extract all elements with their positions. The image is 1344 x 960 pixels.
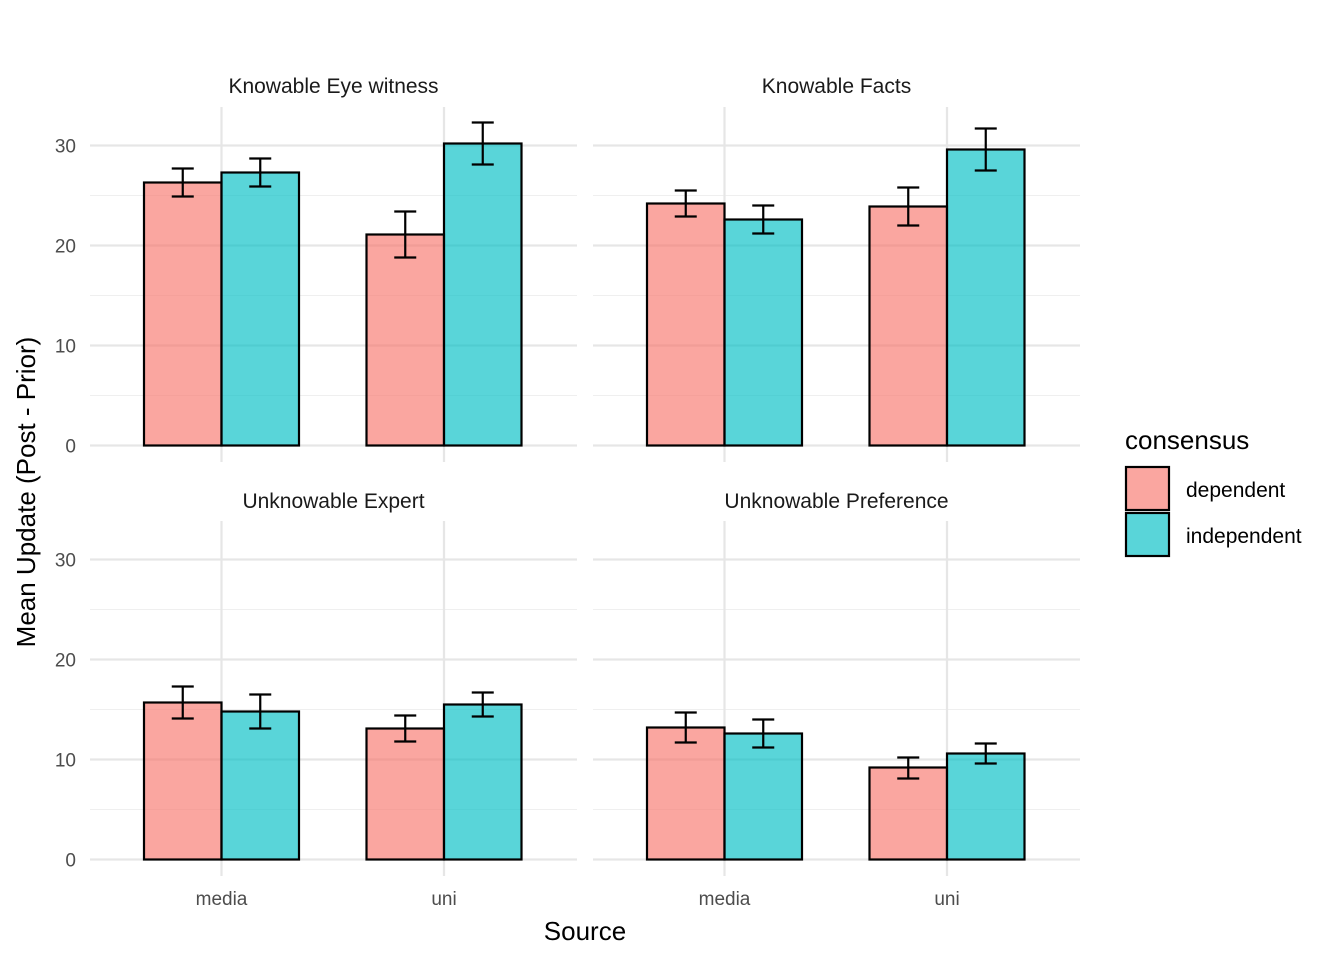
legend-key-dependent xyxy=(1124,465,1171,512)
bar-independent xyxy=(442,142,523,447)
bar-independent xyxy=(220,710,301,861)
legend-key-independent xyxy=(1124,511,1171,558)
x-axis-title: Source xyxy=(544,916,626,946)
error-bar xyxy=(974,742,997,765)
bar-dependent xyxy=(365,233,446,447)
facet-panel: Unknowable Preference media uni xyxy=(593,490,1080,910)
error-bar xyxy=(394,210,417,259)
legend: consensus dependent independent xyxy=(1124,425,1302,558)
error-bar xyxy=(674,189,697,218)
facet-title: Unknowable Expert xyxy=(242,490,424,513)
facet-title: Knowable Eye witness xyxy=(228,75,438,98)
y-tick-label: 30 xyxy=(55,137,76,158)
y-tick-label: 0 xyxy=(65,851,76,872)
bar-independent xyxy=(442,703,523,861)
facet-title: Knowable Facts xyxy=(762,75,911,98)
x-tick-label: uni xyxy=(934,889,959,910)
error-bar xyxy=(974,127,997,172)
bar-dependent xyxy=(142,701,223,861)
facet-panel: Unknowable Expert 0 10 20 30 media uni xyxy=(55,490,577,910)
y-tick-label: 30 xyxy=(55,551,76,572)
legend-label-dependent: dependent xyxy=(1186,479,1285,502)
legend-title: consensus xyxy=(1125,425,1249,455)
error-bar xyxy=(752,204,775,235)
bar-dependent xyxy=(142,181,223,447)
legend-label-independent: independent xyxy=(1186,525,1302,548)
bar-dependent xyxy=(645,202,726,447)
x-tick-label: media xyxy=(699,889,751,910)
facet-panel: Knowable Eye witness 0 10 20 30 xyxy=(55,75,577,462)
bar-dependent xyxy=(365,727,446,861)
facet-title: Unknowable Preference xyxy=(724,490,948,513)
bar-independent xyxy=(723,218,804,447)
error-bar xyxy=(249,693,272,730)
bar-independent xyxy=(945,752,1026,861)
y-tick-label: 20 xyxy=(55,237,76,258)
bar-dependent xyxy=(645,726,726,861)
bar-independent xyxy=(723,732,804,861)
x-tick-label: uni xyxy=(431,889,456,910)
facet-panels: Knowable Eye witness 0 10 20 30 Knowable Fact… xyxy=(55,75,1080,910)
error-bar xyxy=(471,121,494,166)
x-tick-label: media xyxy=(196,889,248,910)
y-tick-label: 10 xyxy=(55,751,76,772)
error-bar xyxy=(897,756,920,780)
error-bar xyxy=(471,691,494,718)
bar-independent xyxy=(220,171,301,447)
error-bar xyxy=(674,711,697,744)
y-tick-label: 10 xyxy=(55,337,76,358)
error-bar xyxy=(171,685,194,720)
bar-dependent xyxy=(868,766,949,861)
bar-independent xyxy=(945,148,1026,447)
error-bar xyxy=(249,157,272,188)
y-tick-label: 20 xyxy=(55,651,76,672)
y-tick-label: 0 xyxy=(65,437,76,458)
error-bar xyxy=(394,714,417,743)
error-bar xyxy=(752,718,775,749)
y-axis-title: Mean Update (Post - Prior) xyxy=(11,337,41,648)
bar-dependent xyxy=(868,205,949,447)
facet-panel: Knowable Facts xyxy=(593,75,1080,462)
error-bar xyxy=(171,167,194,198)
error-bar xyxy=(897,186,920,227)
